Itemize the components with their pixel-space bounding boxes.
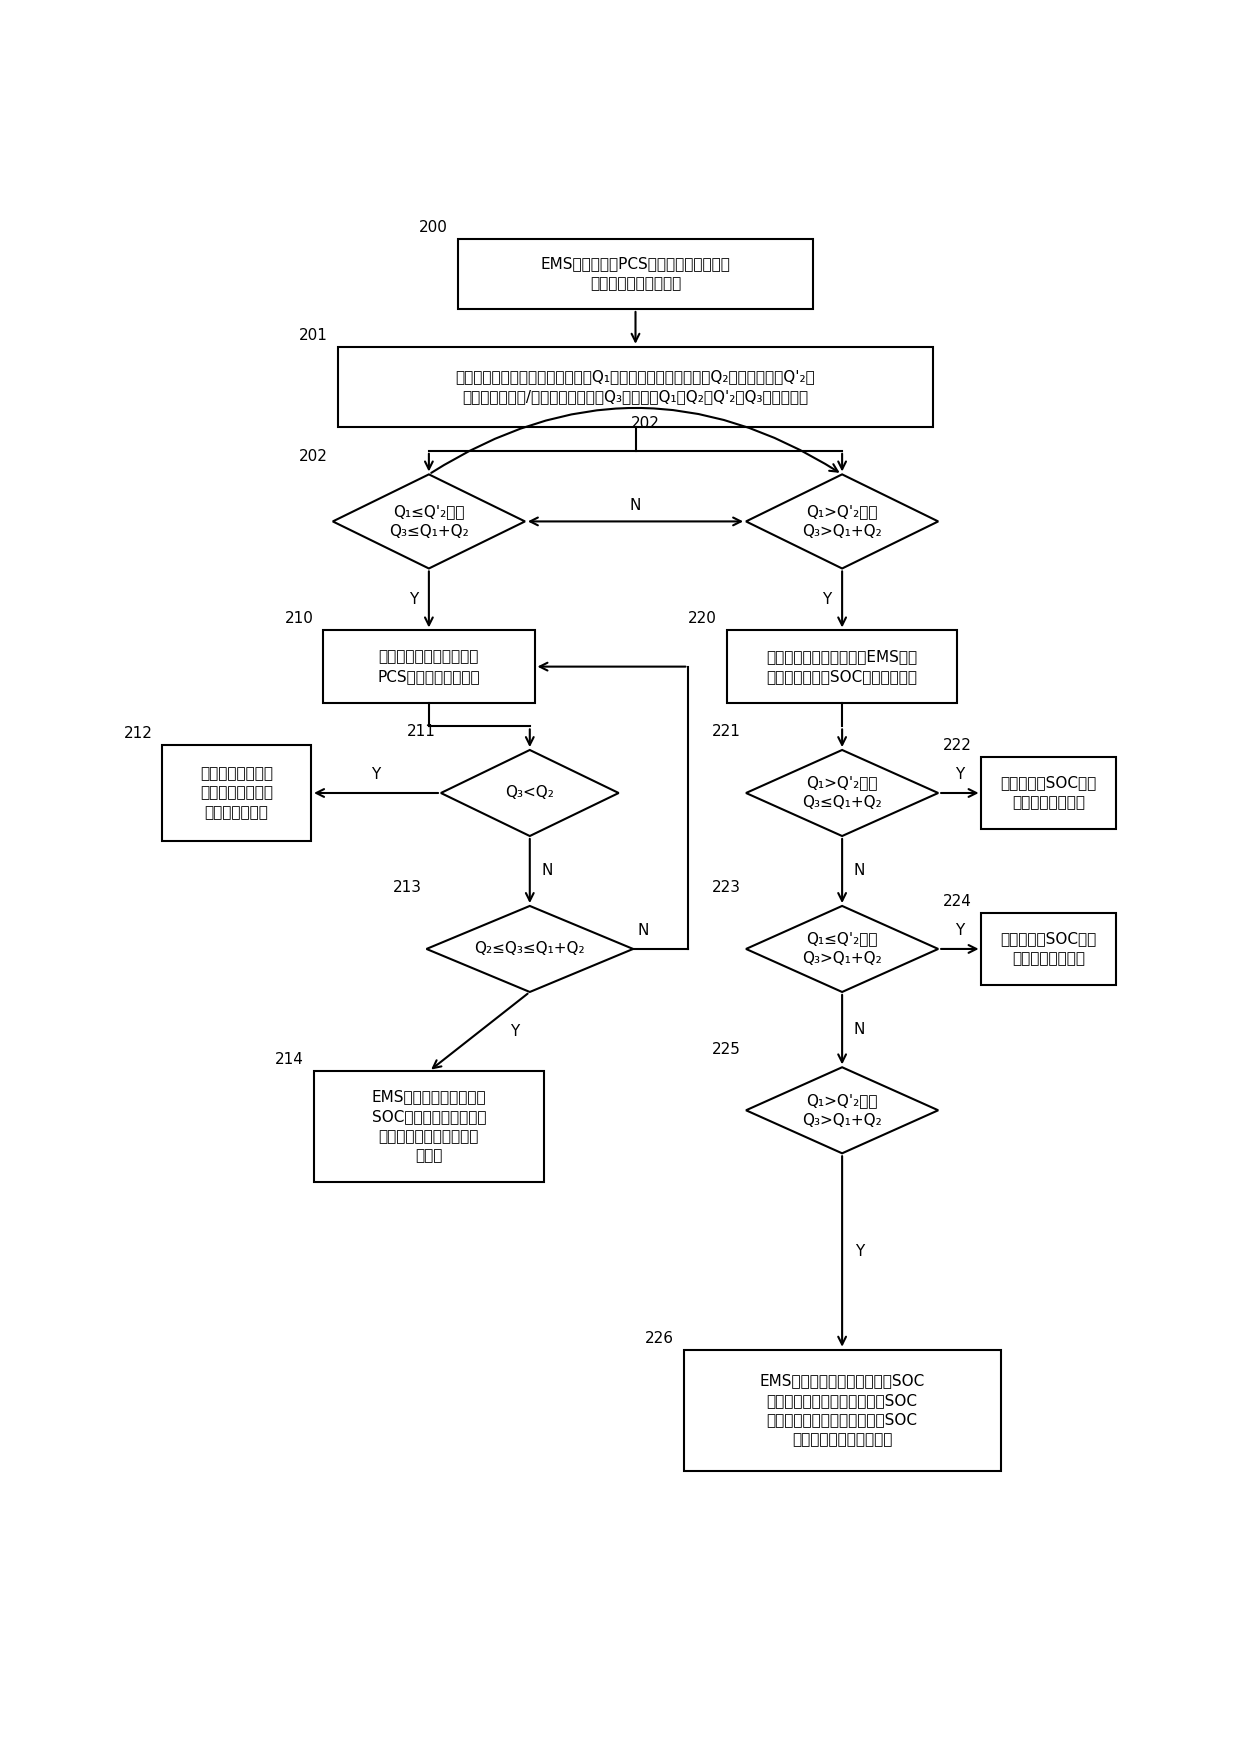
- FancyBboxPatch shape: [337, 347, 934, 428]
- FancyBboxPatch shape: [458, 239, 813, 309]
- Polygon shape: [746, 1067, 939, 1154]
- Text: 200: 200: [419, 220, 448, 236]
- Text: 213: 213: [393, 880, 422, 896]
- FancyBboxPatch shape: [982, 756, 1116, 829]
- Text: 221: 221: [712, 725, 742, 739]
- Text: 225: 225: [712, 1042, 742, 1056]
- Text: EMS自检，确认PCS并网隔离开关断开，
进入初始离网控制模式: EMS自检，确认PCS并网隔离开关断开， 进入初始离网控制模式: [541, 257, 730, 292]
- Text: Q₂≤Q₃≤Q₁+Q₂: Q₂≤Q₃≤Q₁+Q₂: [475, 941, 585, 957]
- Text: 211: 211: [407, 725, 436, 739]
- Polygon shape: [746, 751, 939, 836]
- FancyBboxPatch shape: [162, 744, 311, 842]
- Text: N: N: [542, 864, 553, 878]
- Text: Y: Y: [955, 922, 965, 938]
- Text: Y: Y: [854, 1243, 864, 1259]
- Text: 210: 210: [285, 611, 314, 627]
- FancyBboxPatch shape: [324, 630, 534, 704]
- Text: 201: 201: [299, 328, 327, 342]
- Text: 202: 202: [299, 449, 327, 464]
- Text: 214: 214: [275, 1053, 304, 1067]
- Text: Y: Y: [409, 592, 418, 608]
- Text: 222: 222: [942, 737, 972, 753]
- Polygon shape: [746, 906, 939, 992]
- Text: Q₁>Q'₂，或
Q₃>Q₁+Q₂: Q₁>Q'₂，或 Q₃>Q₁+Q₂: [802, 505, 882, 540]
- Text: 202: 202: [631, 416, 660, 431]
- Text: 进入稳态离网工作模式，
PCS并网隔离开关常开: 进入稳态离网工作模式， PCS并网隔离开关常开: [377, 650, 480, 684]
- FancyBboxPatch shape: [314, 1072, 544, 1182]
- Text: 储能电池组SOC低于
设定下限并网取电: 储能电池组SOC低于 设定下限并网取电: [1001, 932, 1097, 966]
- Text: EMS实时监测储能电池组
SOC进行优化调度，必要
时采取锂离子电池充电延
时操作: EMS实时监测储能电池组 SOC进行优化调度，必要 时采取锂离子电池充电延 时操…: [372, 1090, 486, 1163]
- Polygon shape: [427, 906, 634, 992]
- FancyBboxPatch shape: [683, 1350, 1001, 1470]
- Text: N: N: [853, 1021, 866, 1037]
- Text: 获取待测燃料电池可产生的总电量Q₁，储能电池组当前荷电量Q₂和允许充电量Q'₂，
锂离子电池化成/分容所需充电总量Q₃，并比较Q₁、Q₂、Q'₂和Q₃之间的大小: 获取待测燃料电池可产生的总电量Q₁，储能电池组当前荷电量Q₂和允许充电量Q'₂，…: [455, 370, 816, 405]
- Text: 进入暂态并网工作模式，EMS实时
监测储能电池组SOC进行优化调度: 进入暂态并网工作模式，EMS实时 监测储能电池组SOC进行优化调度: [766, 650, 918, 684]
- Text: N: N: [630, 498, 641, 513]
- Text: Y: Y: [822, 592, 831, 608]
- Text: Q₁≤Q'₂，且
Q₃>Q₁+Q₂: Q₁≤Q'₂，且 Q₃>Q₁+Q₂: [802, 932, 882, 966]
- Text: EMS优先根据储能电池组实时SOC
进行优化调度，特定情况下当SOC
超过设定上限时并网馈电，当SOC
低于设定下限时并网取电: EMS优先根据储能电池组实时SOC 进行优化调度，特定情况下当SOC 超过设定上…: [759, 1372, 925, 1447]
- Text: N: N: [853, 864, 866, 878]
- Polygon shape: [746, 475, 939, 569]
- FancyBboxPatch shape: [982, 913, 1116, 985]
- Text: Q₁>Q'₂，且
Q₃>Q₁+Q₂: Q₁>Q'₂，且 Q₃>Q₁+Q₂: [802, 1093, 882, 1128]
- Text: 燃料电池测试与锂
离子电池化成分容
解耦，独立工作: 燃料电池测试与锂 离子电池化成分容 解耦，独立工作: [200, 766, 273, 821]
- Text: Q₃<Q₂: Q₃<Q₂: [506, 786, 554, 800]
- Text: 226: 226: [645, 1330, 675, 1346]
- Text: N: N: [637, 922, 649, 938]
- Polygon shape: [441, 751, 619, 836]
- Text: Q₁≤Q'₂，且
Q₃≤Q₁+Q₂: Q₁≤Q'₂，且 Q₃≤Q₁+Q₂: [389, 505, 469, 540]
- Text: Y: Y: [372, 766, 381, 782]
- Text: Y: Y: [510, 1025, 520, 1039]
- FancyBboxPatch shape: [727, 630, 957, 704]
- Polygon shape: [332, 475, 525, 569]
- Text: 223: 223: [712, 880, 742, 896]
- Text: 220: 220: [688, 611, 717, 627]
- Text: 224: 224: [942, 894, 972, 908]
- Text: 212: 212: [124, 726, 153, 740]
- Text: Q₁>Q'₂，且
Q₃≤Q₁+Q₂: Q₁>Q'₂，且 Q₃≤Q₁+Q₂: [802, 775, 882, 810]
- Text: 储能电池组SOC超过
设定上限并网馈电: 储能电池组SOC超过 设定上限并网馈电: [1001, 775, 1097, 810]
- Text: Y: Y: [955, 766, 965, 782]
